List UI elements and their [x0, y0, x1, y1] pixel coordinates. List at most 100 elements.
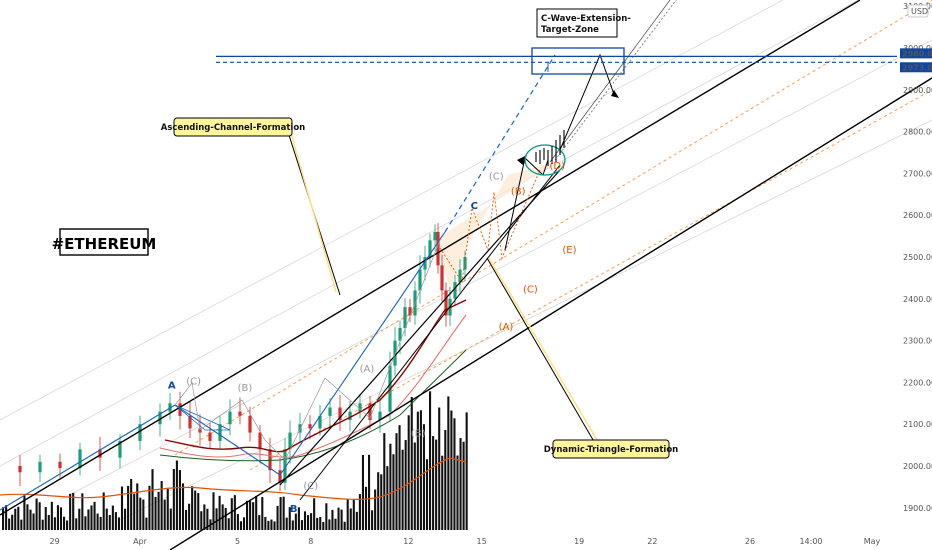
volume-bar: [157, 491, 160, 530]
volume-bar: [282, 496, 285, 530]
price-tag-label: 2980.00: [902, 49, 932, 58]
volume-bar: [389, 443, 392, 530]
volume-bar: [69, 493, 72, 530]
volume-bar: [337, 507, 340, 530]
x-tick-label: 8: [308, 537, 313, 546]
y-tick-label: 2500.00: [903, 253, 932, 262]
target-zone-box: [531, 47, 625, 75]
volume-bar: [41, 519, 44, 530]
volume-bar: [355, 511, 358, 530]
volume-bar: [47, 514, 50, 530]
volume-bar: [368, 454, 371, 530]
volume-bar: [181, 483, 185, 530]
volume-bar: [307, 515, 310, 530]
callout-line-triangle: [486, 257, 597, 446]
callout-text-triangle: Dynamic-Triangle-Formation: [544, 445, 678, 455]
volume-bar: [111, 505, 114, 530]
volume-bar: [145, 517, 148, 530]
x-tick-label: 26: [745, 537, 755, 546]
y-tick-label: 2000.00: [903, 462, 932, 471]
volume-bar: [233, 495, 236, 530]
volume-bar: [261, 497, 264, 530]
y-tick-label: 2800.00: [903, 128, 932, 137]
volume-bar: [249, 501, 252, 530]
volume-bar: [93, 501, 96, 530]
chart-title: #ETHEREUM: [52, 235, 157, 253]
volume-bar: [371, 510, 374, 530]
volume-bar: [114, 512, 117, 530]
volume-bar: [96, 513, 99, 530]
volume-bar: [23, 495, 26, 530]
volume-bar: [297, 507, 300, 530]
y-tick-label: 2200.00: [903, 378, 932, 387]
volume-bar: [401, 449, 404, 530]
volume-bar: [14, 508, 17, 530]
volume-bar: [310, 513, 313, 530]
volume-bar: [465, 412, 468, 530]
volume-bar: [429, 391, 432, 530]
callout-box-channel: [173, 117, 293, 137]
volume-bar: [72, 492, 75, 530]
volume-bar: [273, 521, 276, 530]
y-tick-label: 1900.00: [903, 504, 932, 513]
volume-bar: [343, 521, 346, 530]
callout-text-target: C-Wave-Extension-Target-Zone: [541, 14, 631, 35]
volume-bar: [346, 499, 349, 530]
triangle-fill: [435, 160, 560, 290]
ma-dark-red: [164, 299, 467, 453]
volume-bar: [462, 441, 465, 530]
volume-bar: [163, 499, 166, 530]
volume-bar: [447, 396, 450, 530]
y-tick-label: 2600.00: [903, 211, 932, 220]
title-box: [59, 228, 149, 256]
volume-bar: [255, 495, 258, 530]
volume-bar: [252, 502, 255, 530]
volume-bar: [325, 503, 328, 530]
volume-bar: [130, 479, 133, 530]
volume-bar: [456, 455, 459, 530]
volume-bar: [331, 509, 334, 530]
channel-upper-line: [0, 0, 861, 516]
wave-label: B: [290, 504, 298, 515]
volume-bar: [59, 507, 63, 530]
volume-bar: [212, 492, 215, 530]
volume-bar: [154, 496, 157, 530]
volume-bar: [99, 516, 102, 530]
volume-bar: [300, 520, 303, 530]
wave-label: (D): [549, 161, 565, 172]
volume-bar: [35, 498, 38, 530]
volume-bar: [450, 410, 453, 530]
projection-arrow-2: [559, 53, 616, 151]
volume-bar: [2, 507, 5, 530]
volume-bar: [117, 517, 120, 530]
volume-bar: [459, 438, 462, 530]
volume-bar: [127, 485, 130, 530]
volume-bar: [416, 411, 419, 530]
price-tag-label: 2973.00: [902, 63, 932, 72]
arrow-head: [611, 90, 619, 98]
volume-bar: [124, 508, 127, 530]
wave-label: (C): [186, 376, 201, 387]
volume-bar: [377, 472, 380, 530]
projection-dashed: [554, 0, 677, 161]
y-tick-label: 2400.00: [903, 295, 932, 304]
volume-bar: [364, 486, 368, 530]
volume-bar: [166, 488, 169, 530]
subwave-line: [174, 239, 441, 461]
triangle-zigzag: [439, 169, 541, 284]
callout-line-triangle-fill: [488, 257, 601, 446]
wave-c-extension-dashed: [444, 54, 556, 233]
volume-bar: [294, 513, 297, 530]
volume-bar: [185, 509, 188, 530]
triangle-lower-line: [299, 164, 561, 501]
volume-bar: [313, 498, 316, 530]
volume-bar: [334, 518, 337, 530]
volume-bar: [435, 439, 438, 530]
volume-bar: [17, 506, 20, 530]
wave-label: (C): [489, 172, 504, 183]
callout-box-triangle: [552, 439, 670, 459]
y-tick-label: 2700.00: [903, 169, 932, 178]
volume-bar: [188, 503, 191, 530]
callout-box-target: [536, 8, 618, 38]
volume-bar: [438, 407, 441, 530]
